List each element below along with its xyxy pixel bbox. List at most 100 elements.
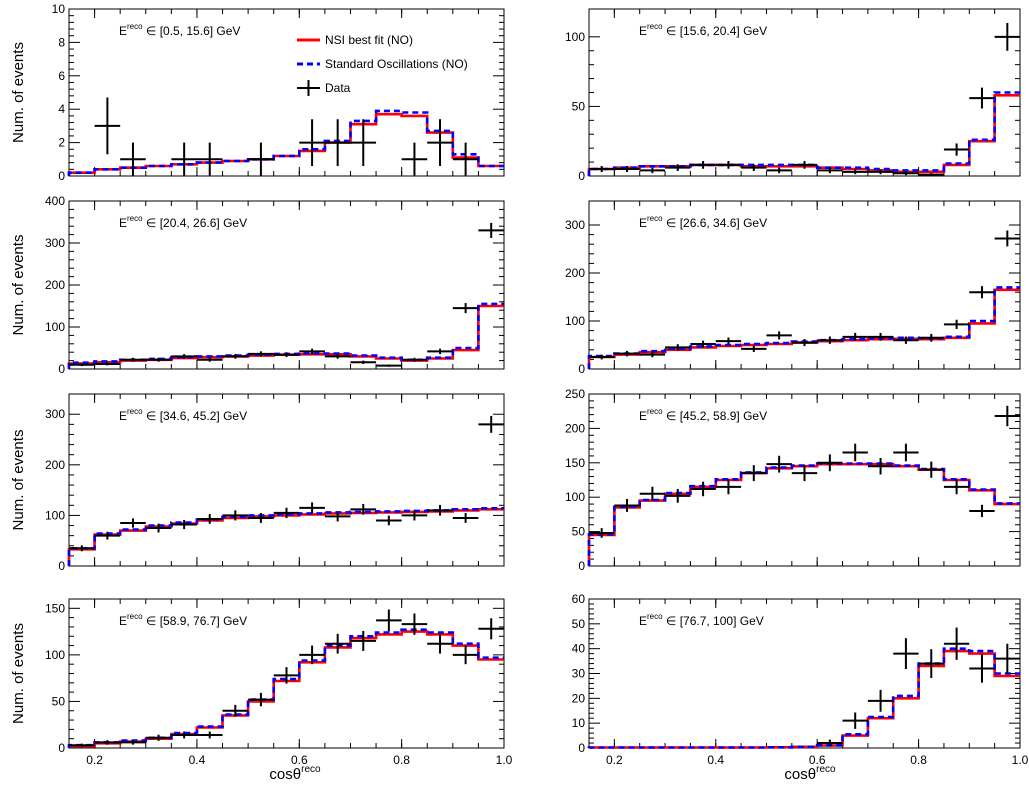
y-tick-label: 200: [565, 266, 585, 280]
y-axis-label: Num. of events: [10, 623, 27, 724]
energy-range-label: Ereco ∈ [58.9, 76.7] GeV: [119, 612, 247, 628]
energy-label-range: ∈ [15.6, 20.4] GeV: [663, 24, 768, 38]
legend-data-label: Data: [325, 81, 351, 95]
y-tick-label: 100: [45, 648, 65, 662]
panel-4: 0 100 200 300 Ereco ∈ [26.6, 34.6] GeV: [565, 200, 1021, 376]
y-tick-label: 0: [578, 741, 585, 755]
y-tick-label: 40: [572, 642, 586, 656]
x-tick-label: 0.6: [291, 753, 308, 767]
panel-3: Num. of events 0 100 200 300 400 Ereco ∈ [20.4…: [10, 194, 505, 376]
standard-histogram: [587, 286, 1020, 369]
x-axis-label-right: cosθreco: [784, 764, 836, 783]
y-tick-label: 10: [52, 2, 66, 16]
panel-8: 0 10 20 30 40 50 60 0.2 0.4 0.6 0.8 1.0 Ereco ∈ [76.…: [572, 592, 1029, 767]
standard-histogram: [67, 109, 504, 176]
energy-label-range: ∈ [76.7, 100] GeV: [663, 614, 764, 628]
y-tick-label: 200: [45, 278, 65, 292]
y-tick-label: 100: [45, 320, 65, 334]
panel-1: Num. of events 0 2 4 6 8 10 Ereco ∈ [0.5, 15.6]…: [10, 2, 505, 183]
standard-histogram: [587, 91, 1020, 176]
x-tick-label: 0.8: [393, 753, 410, 767]
energy-range-label: Ereco ∈ [15.6, 20.4] GeV: [639, 22, 767, 38]
y-tick-label: 0: [58, 559, 65, 573]
panel-6: 0 50 100 150 200 250 Ereco ∈ [45.2, 58.9] GeV: [565, 387, 1021, 573]
y-tick-label: 0: [58, 169, 65, 183]
energy-range-label: Ereco ∈ [34.6, 45.2] GeV: [119, 407, 247, 423]
y-tick-label: 300: [45, 407, 65, 421]
y-tick-label: 0: [578, 362, 585, 376]
energy-label-sup: reco: [127, 214, 143, 223]
panel-frame: [68, 8, 505, 177]
energy-label-prefix: E: [639, 24, 647, 38]
y-tick-label: 0: [58, 362, 65, 376]
nsi-histogram: [587, 649, 1020, 749]
panel-7: Num. of events 0 50 100 150 0.2 0.4 0.6 0.8 1.0 Er…: [10, 598, 513, 767]
energy-label-range: ∈ [0.5, 15.6] GeV: [143, 24, 241, 38]
energy-label-prefix: E: [119, 614, 127, 628]
legend: NSI best fit (NO) Standard Oscillations …: [297, 33, 468, 96]
nsi-histogram: [587, 288, 1020, 369]
y-tick-label: 4: [58, 102, 65, 116]
y-axis-label: Num. of events: [10, 430, 27, 531]
y-tick-label: 200: [565, 421, 585, 435]
x-tick-label: 0.2: [606, 753, 623, 767]
y-tick-label: 200: [45, 458, 65, 472]
y-tick-label: 8: [58, 35, 65, 49]
x-tick-label: 1.0: [496, 753, 513, 767]
standard-histogram: [67, 507, 504, 566]
energy-label-sup: reco: [127, 612, 143, 621]
y-tick-label: 50: [572, 99, 586, 113]
energy-range-label: Ereco ∈ [20.4, 26.6] GeV: [119, 214, 247, 230]
standard-histogram: [67, 628, 504, 748]
y-tick-label: 100: [45, 508, 65, 522]
energy-label-sup: reco: [647, 612, 663, 621]
energy-label-prefix: E: [639, 409, 647, 423]
y-tick-label: 100: [565, 314, 585, 328]
energy-label-prefix: E: [119, 216, 127, 230]
x-tick-label: 0.4: [707, 753, 724, 767]
energy-label-prefix: E: [119, 24, 127, 38]
y-axis-label: Num. of events: [10, 42, 27, 143]
standard-histogram: [587, 647, 1020, 749]
legend-nsi-label: NSI best fit (NO): [325, 33, 413, 47]
energy-label-sup: reco: [647, 22, 663, 31]
x-tick-label: 1.0: [1012, 753, 1029, 767]
x-axis-label-left: cosθreco: [269, 764, 321, 783]
y-tick-label: 60: [572, 592, 586, 606]
y-tick-label: 0: [578, 169, 585, 183]
panel-frame: [588, 393, 1021, 567]
energy-label-sup: reco: [647, 407, 663, 416]
energy-label-sup: reco: [127, 407, 143, 416]
y-tick-label: 300: [565, 218, 585, 232]
energy-range-label: Ereco ∈ [0.5, 15.6] GeV: [119, 22, 240, 38]
energy-label-range: ∈ [34.6, 45.2] GeV: [143, 409, 248, 423]
y-tick-label: 100: [565, 490, 585, 504]
legend-standard-label: Standard Oscillations (NO): [325, 57, 468, 71]
x-tick-label: 0.8: [910, 753, 927, 767]
energy-range-label: Ereco ∈ [45.2, 58.9] GeV: [639, 407, 767, 423]
energy-label-range: ∈ [58.9, 76.7] GeV: [143, 614, 248, 628]
x-tick-label: 0.6: [809, 753, 826, 767]
energy-range-label: Ereco ∈ [26.6, 34.6] GeV: [639, 214, 767, 230]
y-tick-label: 50: [572, 617, 586, 631]
nsi-histogram: [67, 630, 504, 748]
energy-label-range: ∈ [20.4, 26.6] GeV: [143, 216, 248, 230]
panel-frame: [68, 200, 505, 370]
panel-frame: [588, 200, 1021, 370]
y-tick-label: 400: [45, 194, 65, 208]
panel-5: Num. of events 0 100 200 300 Ereco ∈ [34.6, 4…: [10, 393, 505, 573]
y-tick-label: 0: [578, 559, 585, 573]
y-tick-label: 50: [572, 525, 586, 539]
energy-label-prefix: E: [639, 614, 647, 628]
panels: Num. of events 0 2 4 6 8 10 Ereco ∈ [0.5, 15.6]…: [10, 2, 1029, 767]
panel-frame: [68, 393, 505, 567]
y-tick-label: 150: [565, 456, 585, 470]
panel-frame: [588, 598, 1021, 749]
energy-label-sup: reco: [647, 214, 663, 223]
panel-frame: [588, 8, 1021, 177]
x-tick-label: 0.4: [189, 753, 206, 767]
y-tick-label: 150: [45, 601, 65, 615]
y-tick-label: 10: [572, 716, 586, 730]
energy-label-range: ∈ [26.6, 34.6] GeV: [663, 216, 768, 230]
